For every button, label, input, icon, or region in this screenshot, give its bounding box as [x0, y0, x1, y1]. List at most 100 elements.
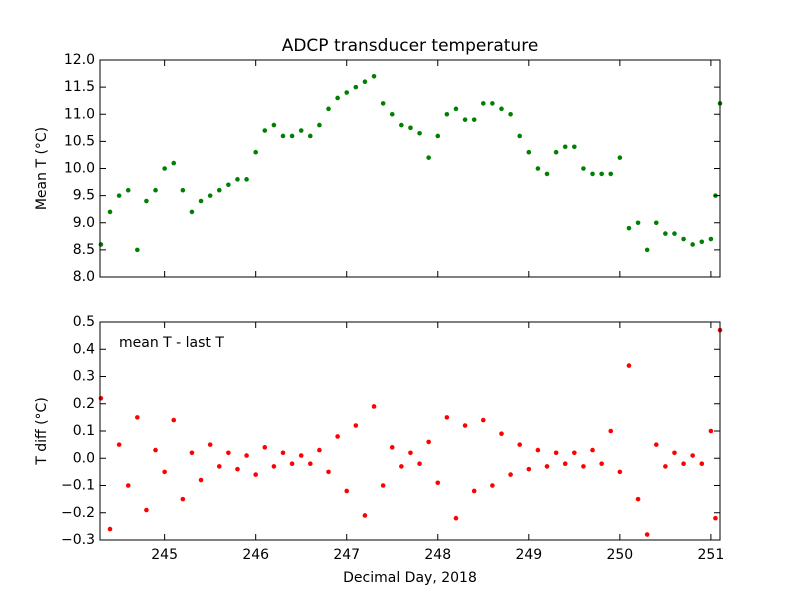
point: [125, 187, 131, 193]
point: [235, 466, 240, 472]
point: [408, 125, 413, 131]
point: [581, 166, 586, 171]
point: [271, 122, 277, 128]
point: [663, 231, 668, 236]
point: [371, 404, 377, 409]
point: [672, 231, 677, 236]
point: [198, 198, 204, 204]
x-tick-label: 250: [606, 547, 633, 563]
point: [125, 483, 131, 488]
point: [189, 450, 195, 456]
point: [553, 450, 559, 456]
point: [535, 166, 541, 171]
point: [535, 447, 541, 453]
point: [471, 117, 477, 122]
point: [153, 187, 158, 193]
point: [98, 242, 104, 247]
x-tick-label: 247: [333, 547, 360, 563]
point: [480, 417, 486, 423]
point: [262, 445, 268, 450]
point: [235, 177, 240, 182]
y-tick-label: 8.0: [73, 269, 95, 285]
point: [508, 111, 513, 117]
point: [572, 144, 577, 150]
point: [635, 220, 641, 226]
point: [298, 453, 304, 458]
point: [644, 247, 650, 253]
point: [399, 122, 404, 128]
point: [180, 496, 186, 502]
point: [617, 155, 623, 160]
point: [690, 453, 695, 458]
x-tick-label: 245: [151, 547, 178, 563]
point: [608, 171, 614, 177]
axes-frame: [99, 321, 721, 541]
point: [672, 450, 677, 456]
point: [271, 464, 277, 469]
point: [326, 469, 331, 475]
point: [189, 209, 195, 215]
point: [626, 225, 632, 231]
point: [499, 431, 504, 437]
point: [107, 526, 113, 532]
point: [308, 133, 313, 139]
point: [499, 106, 504, 112]
point: [699, 239, 705, 245]
point: [298, 128, 304, 133]
point: [308, 461, 313, 467]
point: [371, 73, 377, 79]
point: [362, 513, 368, 518]
chart-title: ADCP transducer temperature: [282, 36, 539, 56]
point: [180, 187, 186, 193]
point: [171, 417, 177, 423]
point: [216, 187, 222, 193]
point: [153, 447, 158, 453]
point: [635, 496, 641, 502]
point: [162, 166, 167, 171]
point: [490, 101, 495, 106]
y-tick-label: 0.3: [73, 369, 95, 385]
point: [226, 182, 231, 188]
point: [289, 461, 295, 467]
annotation: mean T - last T: [119, 335, 224, 351]
x-tick-label: 249: [515, 547, 542, 563]
point: [453, 515, 459, 521]
y-tick-label: 10.0: [64, 161, 95, 177]
point: [280, 450, 286, 456]
point: [107, 209, 113, 215]
point: [344, 488, 350, 494]
point: [553, 149, 559, 155]
y-tick-label: 9.0: [73, 215, 95, 231]
axes-frame: [99, 59, 721, 278]
point: [681, 461, 686, 467]
y-tick-label: 12.0: [64, 52, 95, 68]
point: [244, 453, 249, 458]
point: [426, 155, 431, 160]
point: [699, 461, 705, 467]
point: [135, 415, 140, 420]
point: [713, 515, 718, 521]
point: [317, 447, 322, 453]
point: [626, 363, 632, 368]
point: [572, 450, 577, 456]
y-axis-label: T diff (°C): [34, 397, 50, 466]
point: [599, 171, 604, 177]
point: [317, 122, 322, 128]
point: [526, 466, 532, 472]
point: [226, 450, 231, 456]
y-tick-label: 0.5: [73, 314, 95, 330]
point: [708, 236, 714, 242]
point: [144, 198, 149, 204]
point: [171, 160, 177, 166]
point: [116, 193, 122, 198]
point: [517, 442, 523, 447]
point: [471, 488, 477, 494]
point: [417, 130, 422, 136]
point: [262, 128, 268, 133]
x-tick-label: 251: [698, 547, 725, 563]
point: [681, 236, 686, 242]
point: [599, 461, 604, 467]
y-tick-label: 0.0: [73, 450, 95, 466]
point: [408, 450, 413, 456]
y-tick-label: −0.1: [61, 478, 95, 494]
